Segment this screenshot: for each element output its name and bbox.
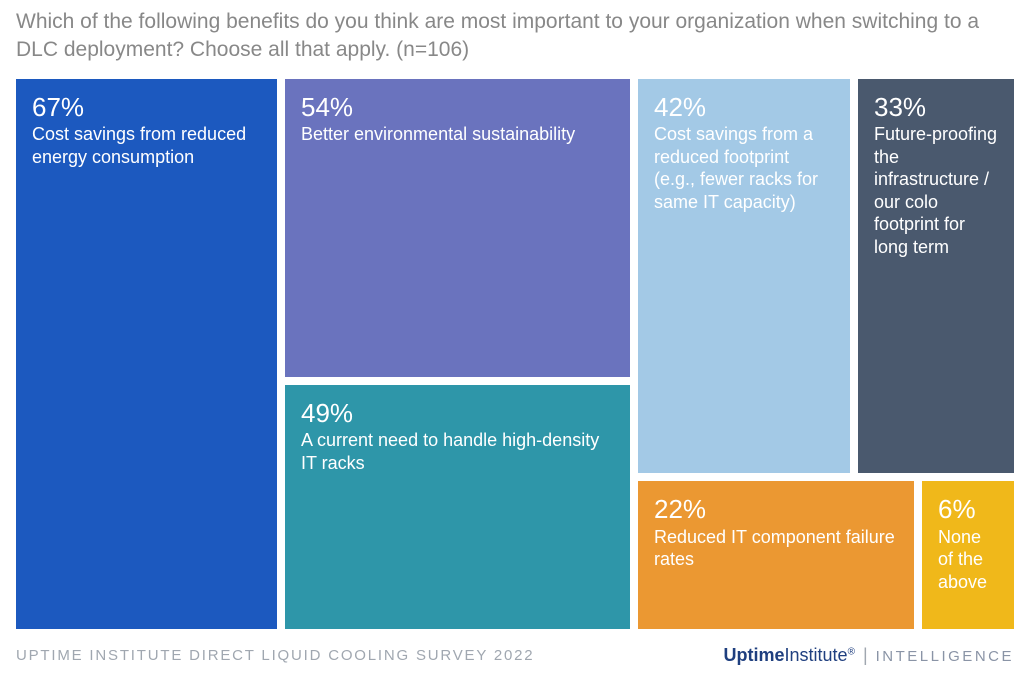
chart-footer: UPTIME INSTITUTE DIRECT LIQUID COOLING S… xyxy=(0,635,1030,678)
tile-footprint: 42% Cost savings from a reduced footprin… xyxy=(638,79,850,473)
treemap-col-2: 54% Better environmental sustainability … xyxy=(285,79,630,629)
treemap-col-3-bottom: 22% Reduced IT component failure rates 6… xyxy=(638,481,1014,629)
tile-highdensity: 49% A current need to handle high-densit… xyxy=(285,385,630,629)
brand-reg: ® xyxy=(848,647,855,658)
tile-label: Cost savings from a reduced footprint (e… xyxy=(654,123,834,213)
brand-uptime-text: UptimeInstitute® xyxy=(724,645,855,666)
tile-pct: 42% xyxy=(654,93,834,122)
brand-intelligence: INTELLIGENCE xyxy=(876,648,1014,665)
chart-question: Which of the following benefits do you t… xyxy=(0,0,1030,79)
brand-separator: | xyxy=(863,645,868,666)
brand-institute: Institute xyxy=(785,645,848,665)
tile-failurerates: 22% Reduced IT component failure rates xyxy=(638,481,914,629)
tile-none: 6% None of the above xyxy=(922,481,1014,629)
treemap-chart: 67% Cost savings from reduced energy con… xyxy=(0,79,1030,635)
tile-label: Better environmental sustainability xyxy=(301,123,614,146)
tile-energy: 67% Cost savings from reduced energy con… xyxy=(16,79,277,629)
footer-source: UPTIME INSTITUTE DIRECT LIQUID COOLING S… xyxy=(16,647,534,664)
treemap-col-3: 42% Cost savings from a reduced footprin… xyxy=(638,79,1014,629)
tile-label: Cost savings from reduced energy consump… xyxy=(32,123,261,168)
tile-pct: 6% xyxy=(938,495,998,524)
tile-pct: 22% xyxy=(654,495,898,524)
tile-pct: 67% xyxy=(32,93,261,122)
tile-sustainability: 54% Better environmental sustainability xyxy=(285,79,630,377)
tile-label: None of the above xyxy=(938,526,998,594)
tile-pct: 54% xyxy=(301,93,614,122)
treemap-col-3-top: 42% Cost savings from a reduced footprin… xyxy=(638,79,1014,473)
tile-label: Future-proofing the infrastructure / our… xyxy=(874,123,998,258)
treemap-col-1: 67% Cost savings from reduced energy con… xyxy=(16,79,277,629)
tile-pct: 33% xyxy=(874,93,998,122)
tile-label: Reduced IT component failure rates xyxy=(654,526,898,571)
tile-label: A current need to handle high-density IT… xyxy=(301,429,614,474)
brand-uptime: Uptime xyxy=(724,645,785,665)
tile-futureproof: 33% Future-proofing the infrastructure /… xyxy=(858,79,1014,473)
tile-pct: 49% xyxy=(301,399,614,428)
footer-brand: UptimeInstitute® | INTELLIGENCE xyxy=(724,645,1015,666)
